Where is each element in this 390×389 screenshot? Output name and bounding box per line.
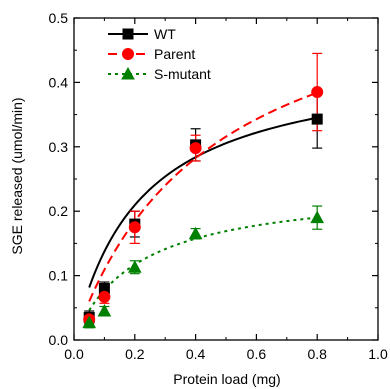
- point-s-mutant: [97, 303, 112, 317]
- legend: WT Parent S-mutant: [108, 26, 211, 82]
- legend-label-s-mutant: S-mutant: [154, 66, 211, 82]
- error-bars: [84, 52, 323, 329]
- plot-frame: [73, 17, 379, 341]
- x-tick-label: 0.2: [125, 346, 145, 362]
- fit-curves: [88, 91, 318, 311]
- y-tick-label: 0.1: [49, 268, 69, 284]
- fit-curve-s-mutant: [88, 216, 318, 311]
- point-s-mutant: [127, 260, 142, 273]
- point-s-mutant: [310, 210, 325, 224]
- y-tick-label: 0.2: [49, 203, 69, 219]
- x-tick-label: 1.0: [368, 346, 388, 362]
- fit-curve-parent: [88, 91, 318, 302]
- point-parent: [98, 290, 111, 303]
- y-tick-label: 0.3: [49, 139, 69, 155]
- data-markers: [82, 86, 325, 329]
- axes: 0.0 0.2 0.4 0.6 0.8 1.0 0.0 0.1 0.2 0.3 0.4 0.5: [49, 10, 388, 362]
- point-parent: [128, 221, 141, 234]
- x-tick-label: 0.6: [247, 346, 267, 362]
- legend-label-wt: WT: [154, 26, 176, 42]
- y-tick-label: 0.4: [49, 74, 69, 90]
- x-axis-title: Protein load (mg): [173, 371, 280, 387]
- x-tick-label: 0.0: [64, 346, 84, 362]
- point-s-mutant: [82, 315, 97, 329]
- legend-marker-s-mutant: [121, 66, 135, 80]
- point-wt: [311, 113, 323, 125]
- y-tick-label: 0.5: [49, 10, 69, 26]
- x-tick-label: 0.4: [186, 346, 206, 362]
- y-axis-title: SGE released (umol/min): [9, 97, 25, 254]
- fit-curve-wt: [88, 116, 318, 288]
- x-tick-label: 0.8: [307, 346, 327, 362]
- legend-marker-wt: [122, 28, 134, 40]
- point-s-mutant: [188, 226, 203, 240]
- point-parent: [311, 86, 324, 99]
- point-parent: [189, 142, 202, 155]
- legend-label-parent: Parent: [154, 46, 195, 62]
- y-tick-label: 0.0: [49, 332, 69, 348]
- legend-marker-parent: [122, 48, 134, 60]
